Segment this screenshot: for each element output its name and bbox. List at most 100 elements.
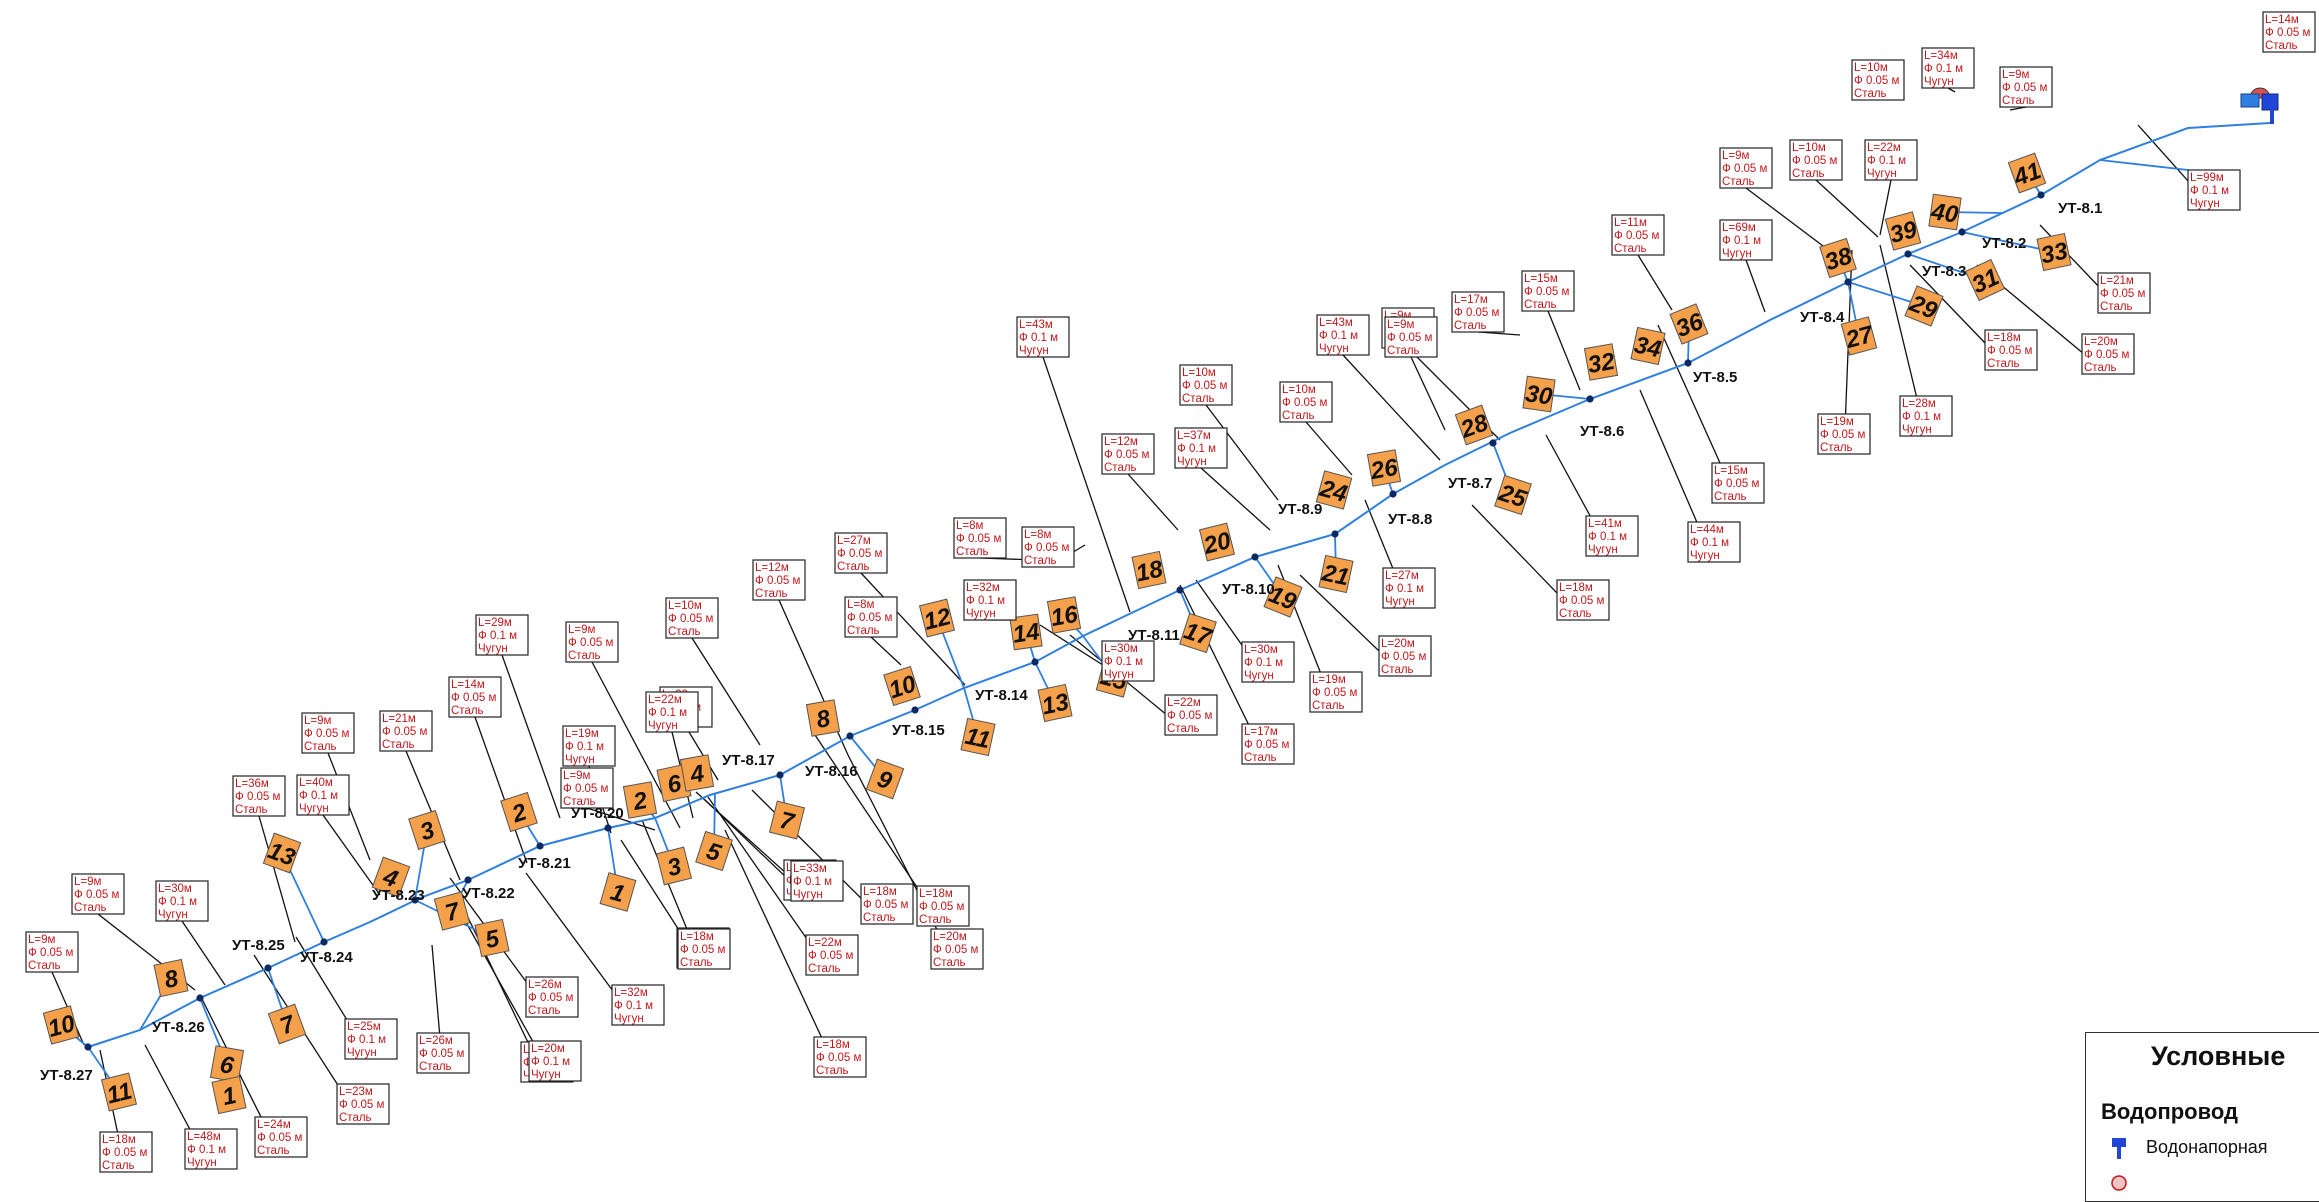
pipe-length: L=19м: [565, 728, 599, 740]
house-marker[interactable]: 4: [679, 754, 715, 792]
house-marker[interactable]: 21: [1318, 554, 1354, 594]
house-marker[interactable]: 24: [1315, 470, 1353, 510]
pipe-label-frame: [1309, 671, 1363, 713]
house-marker[interactable]: 4: [371, 856, 411, 898]
legend-title: Условные: [2151, 1041, 2286, 1071]
pipe-label-frame: [1451, 291, 1505, 333]
house-icon: [622, 781, 658, 819]
pipe-material: Чугун: [1690, 550, 1720, 562]
pipe-length: L=9м: [28, 934, 56, 946]
pipe-diameter: Ф 0.05 м: [1182, 380, 1228, 392]
junction-label: УТ-8.23: [372, 887, 425, 904]
junction-node: [776, 771, 784, 779]
pipe-material: Чугун: [187, 1157, 217, 1169]
pipe-label-frame: [1687, 521, 1741, 563]
house-marker[interactable]: 10: [42, 1005, 80, 1045]
branch-pipes: [60, 159, 2189, 1093]
house-marker[interactable]: 11: [960, 717, 996, 757]
house-marker[interactable]: 10: [883, 665, 921, 707]
house-marker[interactable]: 36: [1669, 303, 1709, 345]
house-marker[interactable]: 13: [1037, 683, 1073, 723]
pipe-diameter: Ф 0.1 м: [2190, 185, 2229, 197]
house-marker[interactable]: 16: [1046, 596, 1082, 634]
junction-node: [464, 876, 472, 884]
house-marker[interactable]: 27: [1840, 316, 1878, 356]
pipe-material: Сталь: [563, 796, 596, 808]
house-marker[interactable]: 40: [1928, 193, 1962, 231]
pipe-label-frame: [1585, 515, 1639, 557]
house-marker[interactable]: 33: [2036, 232, 2072, 272]
pipe-length: L=99м: [2190, 172, 2224, 184]
house-marker[interactable]: 25: [1494, 474, 1532, 516]
house-marker[interactable]: 38: [1819, 237, 1857, 279]
pipe-diameter: Ф 0.05 м: [1381, 651, 1427, 663]
house-marker[interactable]: 28: [1454, 404, 1494, 446]
junction-label: УТ-8.3: [1922, 263, 1966, 280]
house-marker[interactable]: 13: [262, 832, 302, 874]
pipe-material: Сталь: [1024, 555, 1057, 567]
house-marker[interactable]: 1: [599, 872, 637, 912]
house-marker[interactable]: 7: [433, 891, 471, 931]
house-marker[interactable]: 5: [474, 918, 510, 958]
house-marker[interactable]: 6: [209, 1045, 245, 1083]
house-marker[interactable]: 11: [100, 1072, 138, 1112]
house-marker[interactable]: 3: [408, 809, 446, 851]
house-marker[interactable]: 1: [211, 1075, 247, 1115]
house-marker[interactable]: 30: [1522, 375, 1556, 413]
house-marker[interactable]: 9: [865, 758, 905, 800]
house-marker[interactable]: 3: [655, 846, 693, 886]
junction-label: УТ-8.16: [805, 763, 858, 780]
house-marker[interactable]: 12: [918, 598, 956, 638]
house-marker[interactable]: 2: [500, 791, 538, 833]
house-marker[interactable]: 17: [1179, 612, 1217, 654]
house-marker[interactable]: 34: [1630, 326, 1666, 366]
house-icon: [153, 958, 189, 998]
junction-label: УТ-8.26: [152, 1019, 205, 1036]
junction-node: [604, 824, 612, 832]
house-marker[interactable]: 41: [2007, 152, 2047, 194]
pipe-label-frame: [1279, 381, 1333, 423]
house-marker[interactable]: 20: [1198, 522, 1236, 562]
pipe-material: Сталь: [304, 741, 337, 753]
pipe-length: L=29м: [478, 617, 512, 629]
reservoir-icon: [2111, 1175, 2127, 1191]
house-marker[interactable]: 5: [695, 830, 733, 872]
pipe-length: L=14м: [451, 679, 485, 691]
house-marker[interactable]: 14: [1009, 613, 1043, 651]
legend-item-label: Водонапорная: [2146, 1137, 2268, 1157]
house-marker[interactable]: 39: [1884, 211, 1922, 251]
house-marker[interactable]: 8: [153, 958, 189, 998]
junction-node: [1489, 439, 1497, 447]
junction-node: [536, 842, 544, 850]
pipe-label-frame: [860, 883, 914, 925]
pipe-length: L=30м: [1244, 644, 1278, 656]
junction-node: [2037, 191, 2045, 199]
house-marker[interactable]: 31: [1964, 258, 2006, 302]
pipe-length: L=17м: [1244, 726, 1278, 738]
house-marker[interactable]: 7: [768, 800, 806, 840]
pipe-diameter: Ф 0.05 м: [2084, 349, 2130, 361]
pipe-length: L=11м: [1614, 217, 1647, 229]
pipe-label-frame: [379, 710, 433, 752]
house-marker[interactable]: 2: [622, 781, 658, 819]
pipe-material: Сталь: [1244, 752, 1277, 764]
house-marker[interactable]: 7: [267, 1003, 307, 1045]
pipe-material: Сталь: [2265, 40, 2298, 52]
house-icon: [768, 800, 806, 840]
house-marker[interactable]: 18: [1131, 550, 1167, 590]
house-marker[interactable]: 26: [1366, 449, 1402, 487]
pipe-label-leader: [1305, 421, 1353, 476]
house-marker[interactable]: 8: [805, 699, 841, 737]
house-number: 8: [162, 965, 181, 994]
house-marker[interactable]: 29: [1904, 285, 1944, 327]
house-marker[interactable]: 32: [1583, 343, 1619, 381]
